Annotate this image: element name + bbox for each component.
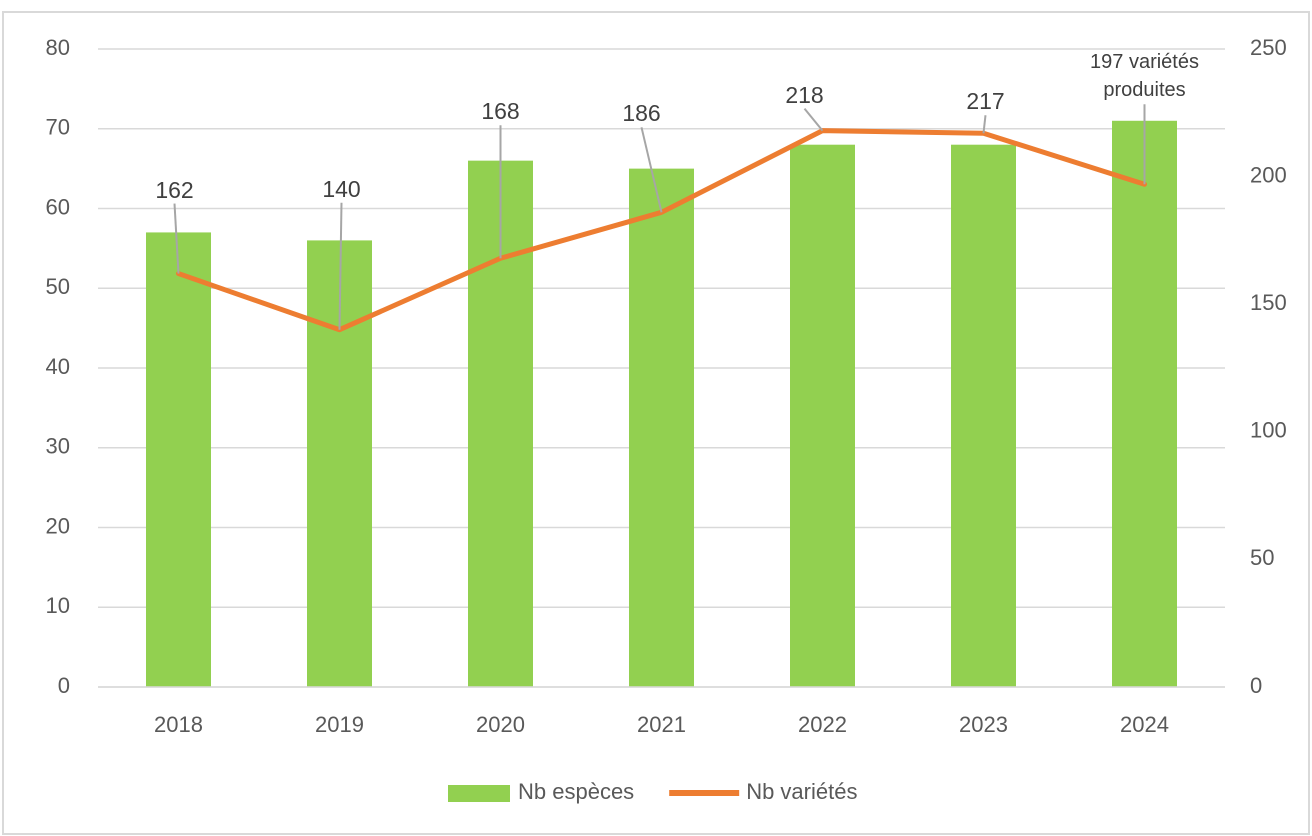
x-tick-label: 2021 bbox=[637, 712, 686, 737]
bar bbox=[951, 144, 1016, 687]
x-tick-label: 2023 bbox=[959, 712, 1008, 737]
bar bbox=[1112, 120, 1177, 687]
x-tick-label: 2020 bbox=[476, 712, 525, 737]
leader-line bbox=[173, 203, 180, 274]
x-tick-label: 2018 bbox=[154, 712, 203, 737]
y2-tick-label: 100 bbox=[1250, 418, 1287, 443]
data-label-box: 217 bbox=[966, 88, 1005, 115]
data-label-box: 197 variétés produites bbox=[1090, 51, 1199, 102]
leader-line bbox=[338, 202, 343, 330]
x-tick-label: 2024 bbox=[1120, 712, 1169, 737]
leader-line bbox=[982, 115, 987, 134]
data-label-box: 168 bbox=[481, 98, 520, 125]
y2-tick-label: 150 bbox=[1250, 290, 1287, 315]
data-label-box: 186 bbox=[622, 100, 661, 127]
data-label-box: 218 bbox=[785, 81, 824, 108]
y-tick-label: 10 bbox=[46, 593, 70, 618]
legend-label: Nb espèces bbox=[518, 779, 634, 804]
y2-tick-label: 200 bbox=[1250, 162, 1287, 187]
bar bbox=[629, 168, 694, 687]
y2-tick-label: 50 bbox=[1250, 545, 1274, 570]
y-tick-label: 0 bbox=[58, 673, 70, 698]
data-label: 217 bbox=[966, 88, 1005, 115]
legend-label: Nb variétés bbox=[746, 779, 857, 804]
leader-line bbox=[640, 127, 663, 213]
data-label: 168 bbox=[481, 98, 520, 125]
bar bbox=[146, 232, 211, 688]
y-tick-label: 50 bbox=[46, 274, 70, 299]
y-tick-label: 70 bbox=[46, 115, 70, 140]
legend-swatch bbox=[448, 785, 510, 802]
data-label: 186 bbox=[622, 100, 661, 127]
y-tick-label: 80 bbox=[46, 35, 70, 60]
data-label: 140 bbox=[322, 175, 361, 202]
y-tick-label: 20 bbox=[46, 513, 70, 538]
y2-tick-label: 0 bbox=[1250, 673, 1262, 698]
y-tick-label: 60 bbox=[46, 194, 70, 219]
leader-line bbox=[803, 108, 824, 132]
x-tick-label: 2022 bbox=[798, 712, 847, 737]
data-label-box: 140 bbox=[322, 175, 361, 202]
x-tick-label: 2019 bbox=[315, 712, 364, 737]
y-tick-label: 30 bbox=[46, 434, 70, 459]
y2-tick-label: 250 bbox=[1250, 35, 1287, 60]
data-label: 218 bbox=[785, 81, 824, 108]
y-tick-label: 40 bbox=[46, 354, 70, 379]
data-label: 197 variétés produites bbox=[1090, 51, 1199, 102]
data-label-box: 162 bbox=[155, 176, 194, 203]
data-label: 162 bbox=[155, 176, 194, 203]
bar bbox=[790, 144, 855, 687]
